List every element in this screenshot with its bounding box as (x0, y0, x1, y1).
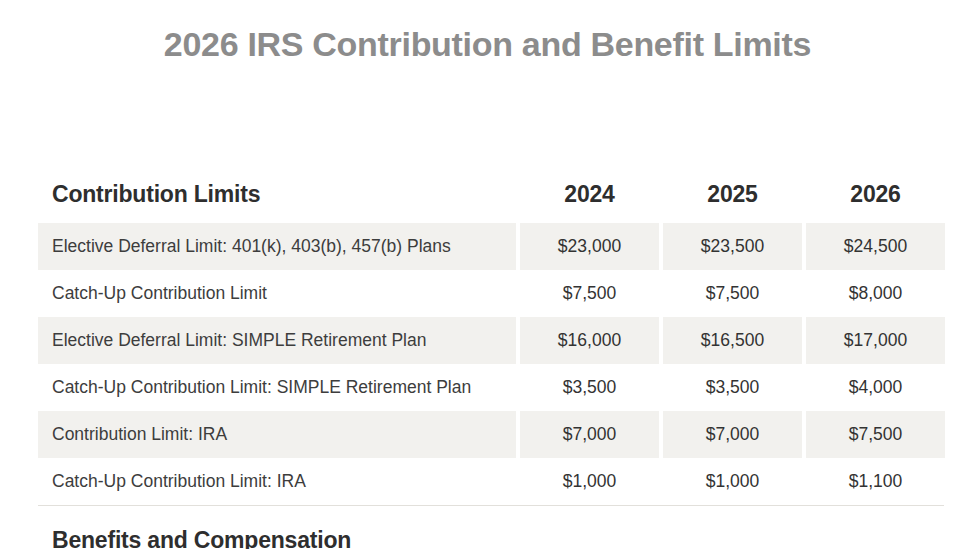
row-value-2025: $7,000 (663, 411, 802, 458)
table-header-year-2026: 2026 (806, 166, 945, 223)
table-header-row: Contribution Limits 2024 2025 2026 (38, 166, 944, 223)
row-value-2024: $23,000 (520, 223, 659, 270)
table-row: Contribution Limit: IRA $7,000 $7,000 $7… (38, 411, 944, 458)
table-row: Catch-Up Contribution Limit: SIMPLE Reti… (38, 364, 944, 411)
row-value-2025: $16,500 (663, 317, 802, 364)
row-value-2024: $16,000 (520, 317, 659, 364)
row-value-2025: $7,500 (663, 270, 802, 317)
row-label: Catch-Up Contribution Limit: SIMPLE Reti… (38, 364, 516, 411)
row-value-2025: $1,000 (663, 458, 802, 505)
table-header-year-2024: 2024 (520, 166, 659, 223)
table-row: Elective Deferral Limit: 401(k), 403(b),… (38, 223, 944, 270)
row-label: Elective Deferral Limit: SIMPLE Retireme… (38, 317, 516, 364)
row-value-2026: $17,000 (806, 317, 945, 364)
row-value-2026: $24,500 (806, 223, 945, 270)
row-value-2025: $23,500 (663, 223, 802, 270)
row-value-2024: $3,500 (520, 364, 659, 411)
table-row: Catch-Up Contribution Limit: IRA $1,000 … (38, 458, 944, 505)
row-label: Elective Deferral Limit: 401(k), 403(b),… (38, 223, 516, 270)
contribution-limits-table: Contribution Limits 2024 2025 2026 Elect… (38, 166, 944, 506)
table-header-label: Contribution Limits (38, 166, 516, 223)
table-header-year-2025: 2025 (663, 166, 802, 223)
row-value-2025: $3,500 (663, 364, 802, 411)
table-row: Elective Deferral Limit: SIMPLE Retireme… (38, 317, 944, 364)
page-title: 2026 IRS Contribution and Benefit Limits (0, 24, 975, 64)
row-value-2024: $1,000 (520, 458, 659, 505)
table-body: Elective Deferral Limit: 401(k), 403(b),… (38, 223, 944, 506)
table-row: Catch-Up Contribution Limit $7,500 $7,50… (38, 270, 944, 317)
section-heading-benefits-and-compensation: Benefits and Compensation (52, 527, 975, 549)
row-value-2026: $4,000 (806, 364, 945, 411)
row-value-2026: $8,000 (806, 270, 945, 317)
row-label: Contribution Limit: IRA (38, 411, 516, 458)
row-label: Catch-Up Contribution Limit (38, 270, 516, 317)
row-label: Catch-Up Contribution Limit: IRA (38, 458, 516, 505)
row-value-2024: $7,000 (520, 411, 659, 458)
row-value-2026: $7,500 (806, 411, 945, 458)
row-value-2024: $7,500 (520, 270, 659, 317)
row-value-2026: $1,100 (806, 458, 945, 505)
